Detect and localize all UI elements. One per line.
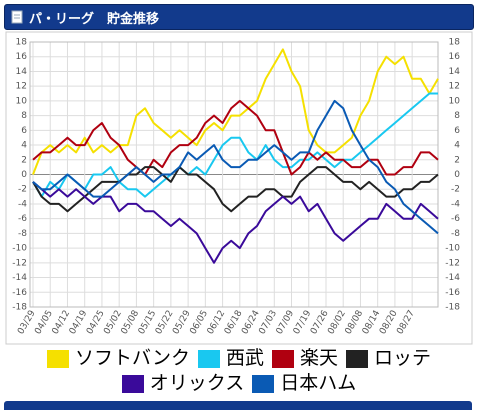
y-tick-label: -14 [12, 273, 27, 283]
series-line [32, 48, 439, 175]
y-tick-label-right: -18 [445, 303, 460, 313]
y-tick-label: 14 [16, 67, 28, 77]
y-tick-label-right: 10 [449, 96, 461, 106]
legend-swatch [271, 349, 294, 368]
legend-item: ソフトバンク [47, 346, 190, 371]
legend-item: ロッテ [345, 346, 431, 371]
legend-label: 西武 [225, 347, 264, 369]
legend-label: ソフトバンク [75, 347, 190, 369]
series-line [32, 181, 439, 264]
y-tick-label-right: 6 [454, 126, 460, 136]
y-tick-label: 12 [16, 82, 27, 92]
y-tick-label: -12 [12, 258, 27, 268]
y-tick-label: 8 [21, 111, 27, 121]
footer-bar [4, 401, 472, 410]
legend-label: 楽天 [299, 347, 338, 369]
y-tick-label-right: -14 [445, 273, 460, 283]
y-tick-label-right: 0 [454, 170, 460, 180]
y-tick-label-right: -6 [451, 214, 460, 224]
y-tick-label: -18 [12, 303, 27, 313]
y-tick-label-right: -16 [445, 288, 460, 298]
legend-swatch [121, 374, 144, 393]
y-tick-label-right: -8 [451, 229, 460, 239]
legend-swatch [47, 349, 69, 368]
y-tick-label-right: 18 [449, 38, 461, 48]
doc-icon [11, 10, 23, 24]
y-tick-label: -10 [12, 244, 27, 254]
legend-item: 西武 [197, 346, 264, 371]
header-bar: パ・リーグ 貯金推移 [4, 4, 474, 30]
legend-label: 日本ハム [280, 372, 357, 394]
y-tick-label-right: -2 [451, 185, 460, 195]
legend-item: 日本ハム [252, 371, 356, 396]
legend-label: ロッテ [373, 347, 431, 369]
series-line [32, 166, 439, 213]
y-tick-label-right: -12 [445, 258, 460, 268]
legend-label: オリックス [149, 372, 245, 394]
chart: -18 -18 -16 -16 -14 -14 -12 -12 -10 -10 -8 -8 -6 -6 -4… [5, 31, 473, 345]
y-tick-label: 16 [16, 52, 28, 62]
y-tick-label: -16 [12, 288, 27, 298]
y-tick-label: 0 [21, 170, 27, 180]
y-tick-label-right: 12 [449, 82, 460, 92]
header-title: パ・リーグ 貯金推移 [29, 11, 160, 27]
y-tick-label: 4 [21, 141, 27, 151]
legend-swatch [345, 349, 368, 368]
y-tick-label: -4 [18, 199, 27, 209]
y-tick-label-right: -4 [451, 199, 460, 209]
legend-swatch [252, 374, 275, 393]
y-tick-label-right: 14 [449, 67, 461, 77]
legend-swatch [197, 349, 220, 368]
chart-frame [5, 31, 473, 345]
y-tick-label: 2 [21, 155, 27, 165]
y-tick-label: 6 [21, 126, 27, 136]
legend-item: オリックス [121, 371, 245, 396]
y-tick-label: -8 [18, 229, 27, 239]
y-tick-label: -2 [18, 185, 27, 195]
legend: ソフトバンク 西武 楽天 ロッテオリックス 日本ハム [8, 346, 478, 396]
y-tick-label: 18 [16, 38, 28, 48]
series-line [32, 92, 438, 198]
y-tick-label: 10 [16, 96, 28, 106]
y-tick-label: -6 [18, 214, 27, 224]
y-tick-label-right: 4 [454, 141, 460, 151]
legend-item: 楽天 [271, 346, 338, 371]
y-tick-label-right: 2 [454, 155, 460, 165]
y-tick-label-right: 16 [449, 52, 461, 62]
y-tick-label-right: -10 [445, 244, 460, 254]
y-tick-label-right: 8 [454, 111, 460, 121]
series-line [32, 99, 439, 235]
